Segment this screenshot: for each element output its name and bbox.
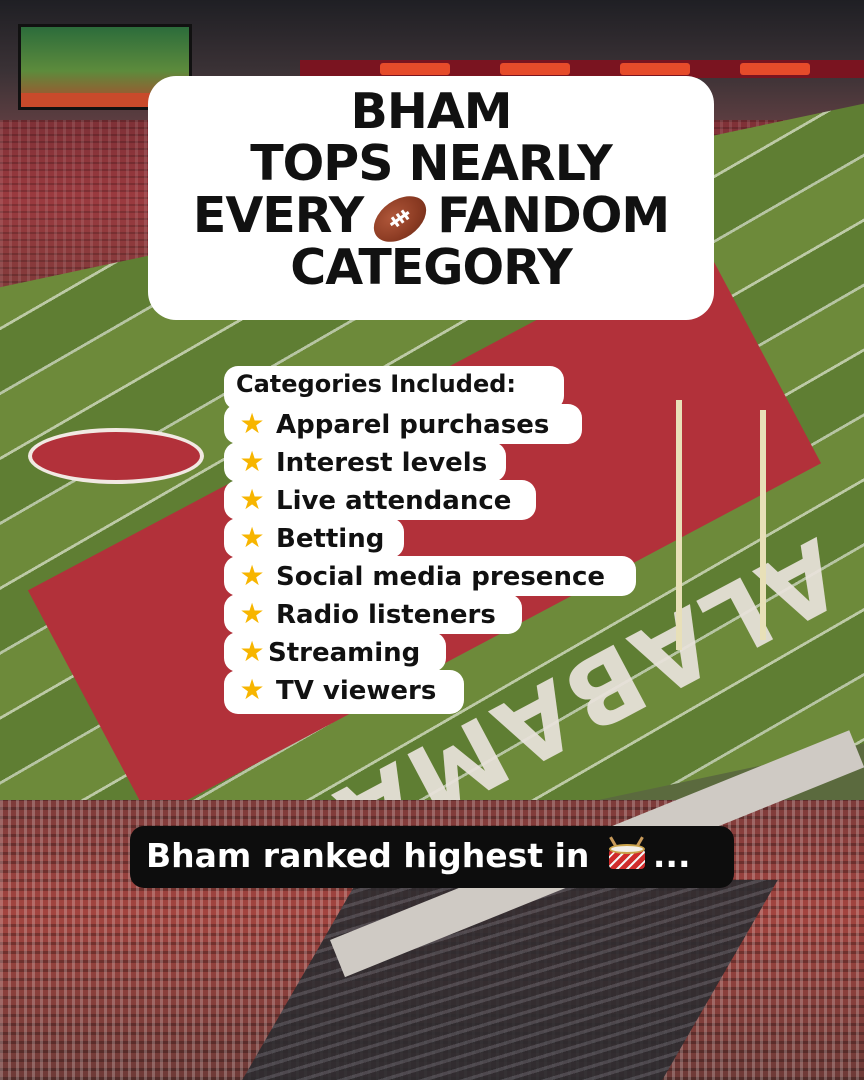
ribbon-board xyxy=(300,60,864,78)
list-item: ★ Betting xyxy=(236,520,384,557)
item-bg xyxy=(224,632,446,672)
video-scoreboard xyxy=(18,24,192,110)
star-icon: ★ xyxy=(239,635,265,668)
headline-line-3: EVERY FANDOM xyxy=(148,190,714,242)
item-bg xyxy=(224,556,636,596)
headline-line-4: CATEGORY xyxy=(290,239,572,296)
list-item: ★ Radio listeners xyxy=(236,596,496,633)
headline-line-2: TOPS NEARLY xyxy=(250,135,613,192)
list-item: ★ Social media presence xyxy=(236,558,605,595)
item-bg xyxy=(224,594,522,634)
item-bg xyxy=(224,518,404,558)
list-item: ★ Streaming xyxy=(236,634,420,671)
star-icon: ★ xyxy=(239,445,265,478)
bottom-banner-text: Bham ranked highest in ... xyxy=(146,836,691,876)
item-bg xyxy=(224,480,536,520)
star-icon: ★ xyxy=(239,407,265,440)
goalpost-left xyxy=(676,400,682,650)
categories-title: Categories Included: xyxy=(236,370,516,398)
star-icon: ★ xyxy=(239,559,265,592)
list-item-label: Apparel purchases xyxy=(276,410,550,440)
list-item: ★ Interest levels xyxy=(236,444,487,481)
headline-line-1: BHAM xyxy=(350,83,512,140)
star-icon: ★ xyxy=(239,673,265,706)
item-bg xyxy=(224,670,464,714)
drum-icon xyxy=(605,836,649,870)
list-item-label: Social media presence xyxy=(276,562,605,592)
list-item-label: TV viewers xyxy=(276,676,437,706)
goalpost-right xyxy=(760,410,766,640)
midfield-logo xyxy=(28,428,204,484)
list-item-label: Streaming xyxy=(268,638,421,668)
banner-label: Bham ranked highest in xyxy=(146,836,590,875)
star-icon: ★ xyxy=(239,597,265,630)
star-icon: ★ xyxy=(239,483,265,516)
headline-line-3-end: FANDOM xyxy=(437,187,670,244)
headline-line-3-start: EVERY xyxy=(192,187,364,244)
list-item-label: Interest levels xyxy=(276,448,488,478)
list-item: ★ Live attendance xyxy=(236,482,511,519)
categories-title-bg xyxy=(224,366,564,410)
list-item-label: Live attendance xyxy=(276,486,512,516)
star-icon: ★ xyxy=(239,521,265,554)
list-item-label: Radio listeners xyxy=(276,600,496,630)
list-item: ★ TV viewers xyxy=(236,672,436,709)
banner-ellipsis: ... xyxy=(652,836,691,875)
item-bg xyxy=(224,442,506,482)
list-item-label: Betting xyxy=(276,524,385,554)
headline-card: BHAM TOPS NEARLY EVERY FANDOM CATEGORY xyxy=(148,76,714,320)
item-bg xyxy=(224,404,582,444)
list-item: ★ Apparel purchases xyxy=(236,406,549,443)
